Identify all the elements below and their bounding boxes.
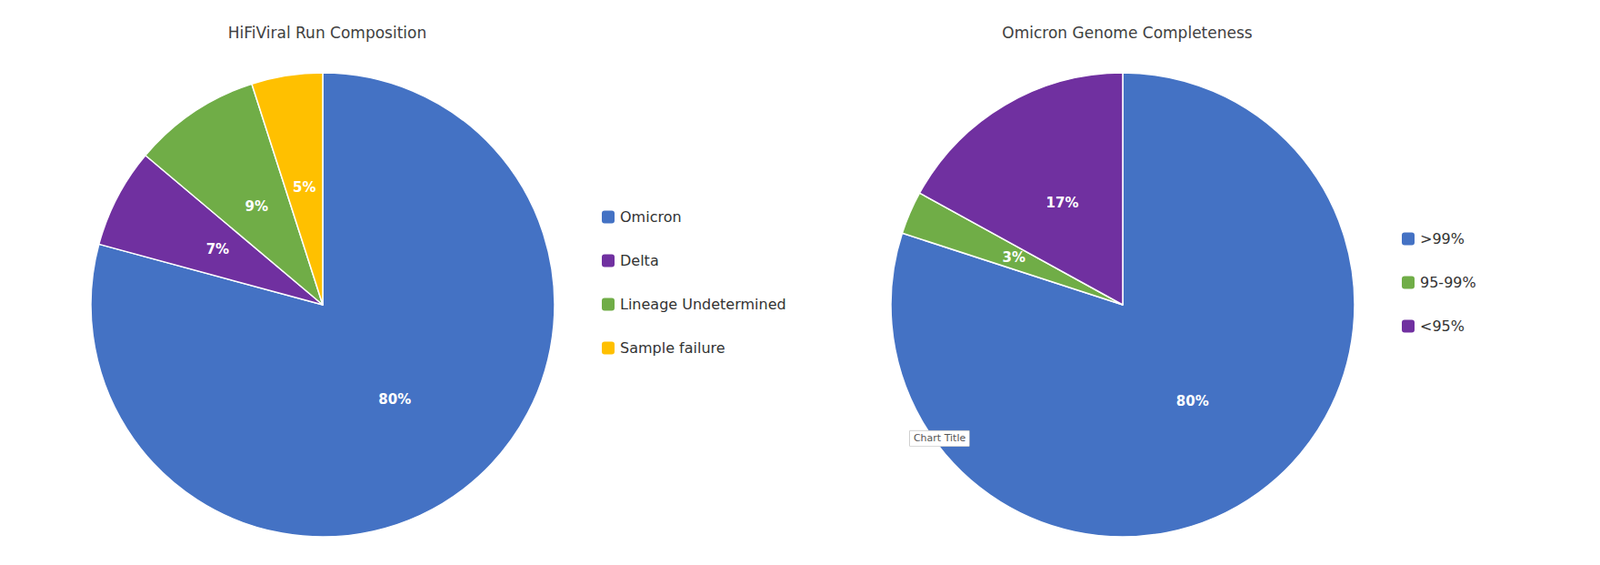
svg-text:<95%: <95%: [1420, 317, 1465, 335]
svg-text:80%: 80%: [1176, 392, 1210, 410]
svg-text:17%: 17%: [1046, 194, 1080, 211]
svg-text:7%: 7%: [206, 240, 230, 258]
svg-text:5%: 5%: [292, 179, 316, 196]
svg-text:Chart Title: Chart Title: [913, 431, 967, 444]
svg-text:Lineage Undetermined: Lineage Undetermined: [620, 295, 787, 313]
svg-text:Omicron Genome Completeness: Omicron Genome Completeness: [1001, 23, 1252, 42]
svg-text:Delta: Delta: [620, 251, 660, 270]
svg-text:3%: 3%: [1001, 249, 1025, 266]
svg-text:HiFiViral Run Composition: HiFiViral Run Composition: [228, 23, 427, 42]
svg-text:95-99%: 95-99%: [1420, 273, 1477, 291]
svg-text:Sample failure: Sample failure: [620, 339, 726, 357]
svg-text:>99%: >99%: [1420, 230, 1465, 248]
svg-text:80%: 80%: [378, 390, 411, 408]
svg-text:Omicron: Omicron: [620, 208, 682, 226]
svg-text:9%: 9%: [245, 198, 269, 215]
